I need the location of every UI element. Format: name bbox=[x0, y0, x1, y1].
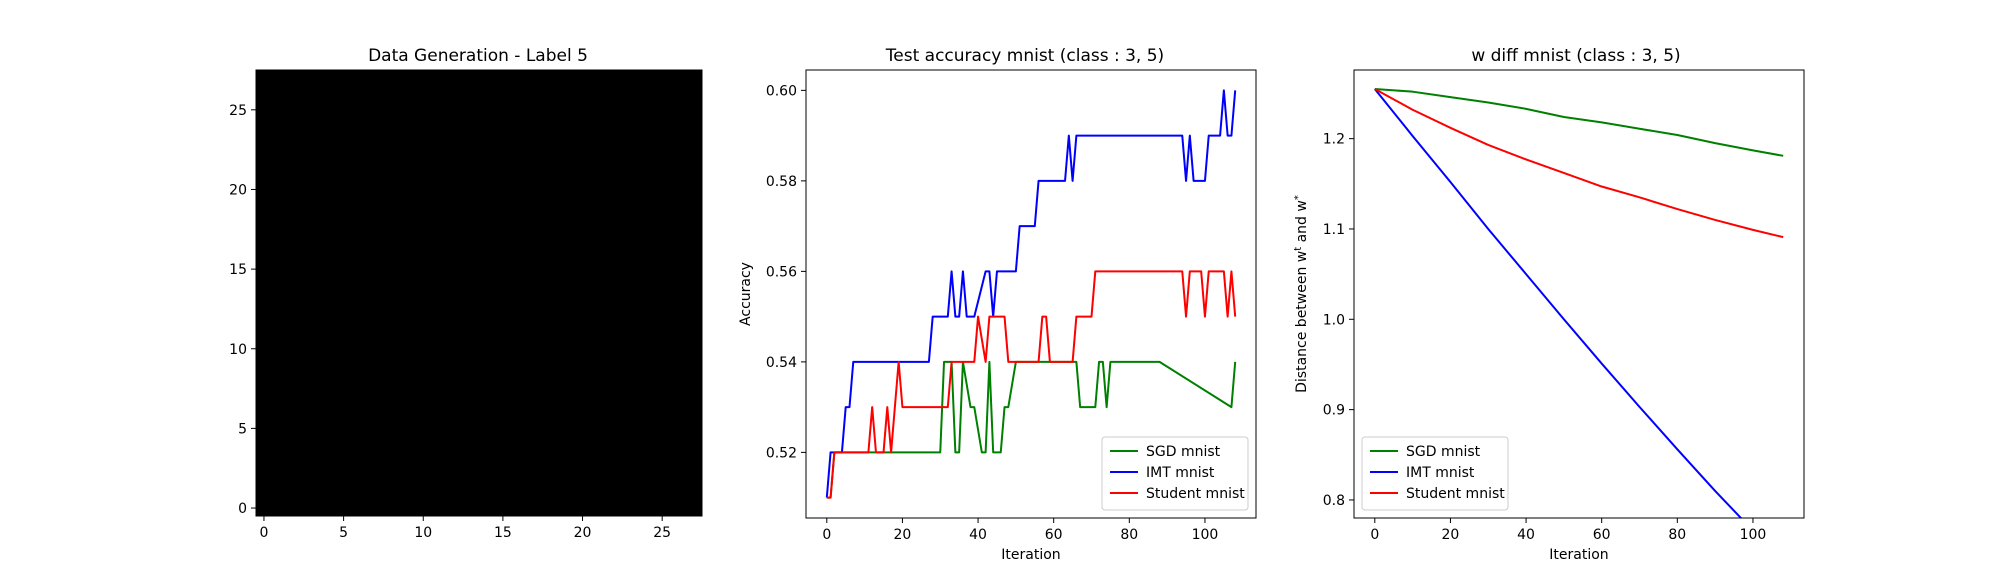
accuracy-x-axis-label: Iteration bbox=[1001, 547, 1060, 563]
digit-image-title: Data Generation - Label 5 bbox=[368, 46, 588, 66]
accuracy-series-lines bbox=[825, 89, 1237, 499]
x-tick-label: 40 bbox=[1517, 527, 1535, 543]
legend-label: SGD mnist bbox=[1146, 444, 1221, 460]
wdiff-series-lines bbox=[1374, 87, 1784, 518]
series-line-imt-mnist bbox=[1374, 88, 1743, 518]
wdiff-chart-title: w diff mnist (class : 3, 5) bbox=[1471, 46, 1680, 66]
y-tick-label: 10 bbox=[229, 342, 247, 358]
accuracy-plot-frame bbox=[805, 69, 1257, 519]
digit-image-x-ticks: 0 5 10 15 20 25 bbox=[260, 516, 671, 541]
y-tick-label: 1.1 bbox=[1323, 222, 1345, 238]
x-tick-label: 80 bbox=[1120, 527, 1138, 543]
accuracy-y-axis-label: Accuracy bbox=[738, 262, 754, 326]
series-line-sgd-mnist bbox=[1374, 87, 1784, 157]
wdiff-y-ticks: 0.8 0.9 1.0 1.1 1.2 bbox=[1323, 132, 1354, 509]
x-tick-label: 5 bbox=[339, 525, 348, 541]
legend-label: Student mnist bbox=[1406, 486, 1505, 502]
y-tick-label: 5 bbox=[238, 421, 247, 437]
y-tick-label: 25 bbox=[229, 103, 247, 119]
y-tick-label: 0.8 bbox=[1323, 493, 1345, 509]
wdiff-x-axis-label: Iteration bbox=[1549, 547, 1608, 563]
wdiff-plot-frame bbox=[1353, 69, 1805, 519]
accuracy-chart-panel: Test accuracy mnist (class : 3, 5) 0 20 40… bbox=[738, 46, 1257, 563]
legend-label: SGD mnist bbox=[1406, 444, 1481, 460]
accuracy-x-ticks: 0 20 40 60 80 100 bbox=[822, 518, 1218, 543]
y-tick-label: 0.56 bbox=[766, 264, 797, 280]
wdiff-chart-panel: w diff mnist (class : 3, 5) 0 20 40 60 80 100… bbox=[1293, 46, 1805, 563]
digit-image-panel: Data Generation - Label 5 0 5 10 15 20 25 0 5 1… bbox=[229, 46, 703, 541]
accuracy-y-ticks: 0.52 0.54 0.56 0.58 0.60 bbox=[766, 83, 806, 461]
x-tick-label: 80 bbox=[1668, 527, 1686, 543]
series-line-student-mnist bbox=[1374, 88, 1784, 239]
digit-image-frame bbox=[255, 69, 703, 517]
series-line-student-mnist bbox=[826, 270, 1237, 499]
x-tick-label: 100 bbox=[1192, 527, 1219, 543]
y-tick-label: 0.54 bbox=[766, 355, 797, 371]
digit-image-pixels bbox=[256, 70, 702, 516]
y-tick-label: 0 bbox=[238, 501, 247, 517]
legend-box bbox=[1361, 436, 1509, 511]
y-tick-label: 1.0 bbox=[1323, 312, 1345, 328]
y-tick-label: 0.52 bbox=[766, 445, 797, 461]
x-tick-label: 0 bbox=[822, 527, 831, 543]
image-background bbox=[256, 70, 702, 516]
legend-label: IMT mnist bbox=[1146, 465, 1215, 481]
x-tick-label: 60 bbox=[1593, 527, 1611, 543]
y-tick-label: 0.58 bbox=[766, 174, 797, 190]
x-tick-label: 20 bbox=[1442, 527, 1460, 543]
y-tick-label: 0.9 bbox=[1323, 403, 1345, 419]
y-tick-label: 20 bbox=[229, 182, 247, 198]
y-tick-label: 1.2 bbox=[1323, 132, 1345, 148]
legend-label: IMT mnist bbox=[1406, 465, 1475, 481]
x-tick-label: 20 bbox=[574, 525, 592, 541]
accuracy-chart-title: Test accuracy mnist (class : 3, 5) bbox=[885, 46, 1164, 66]
wdiff-y-axis-label: Distance between wt and w* bbox=[1293, 195, 1311, 393]
x-tick-label: 15 bbox=[494, 525, 512, 541]
x-tick-label: 20 bbox=[894, 527, 912, 543]
y-tick-label: 15 bbox=[229, 262, 247, 278]
digit-image-y-ticks: 0 5 10 15 20 25 bbox=[229, 103, 256, 517]
accuracy-legend: SGD mnist IMT mnist Student mnist bbox=[1101, 436, 1249, 511]
x-tick-label: 60 bbox=[1045, 527, 1063, 543]
series-line-imt-mnist bbox=[825, 89, 1237, 498]
x-tick-label: 0 bbox=[260, 525, 269, 541]
x-tick-label: 40 bbox=[969, 527, 987, 543]
legend-label: Student mnist bbox=[1146, 486, 1245, 502]
x-tick-label: 10 bbox=[414, 525, 432, 541]
x-tick-label: 25 bbox=[653, 525, 671, 541]
y-tick-label: 0.60 bbox=[766, 83, 797, 99]
x-tick-label: 100 bbox=[1740, 527, 1767, 543]
wdiff-legend: SGD mnist IMT mnist Student mnist bbox=[1361, 436, 1509, 511]
x-tick-label: 0 bbox=[1370, 527, 1379, 543]
legend-box bbox=[1101, 436, 1249, 511]
wdiff-x-ticks: 0 20 40 60 80 100 bbox=[1370, 518, 1766, 543]
